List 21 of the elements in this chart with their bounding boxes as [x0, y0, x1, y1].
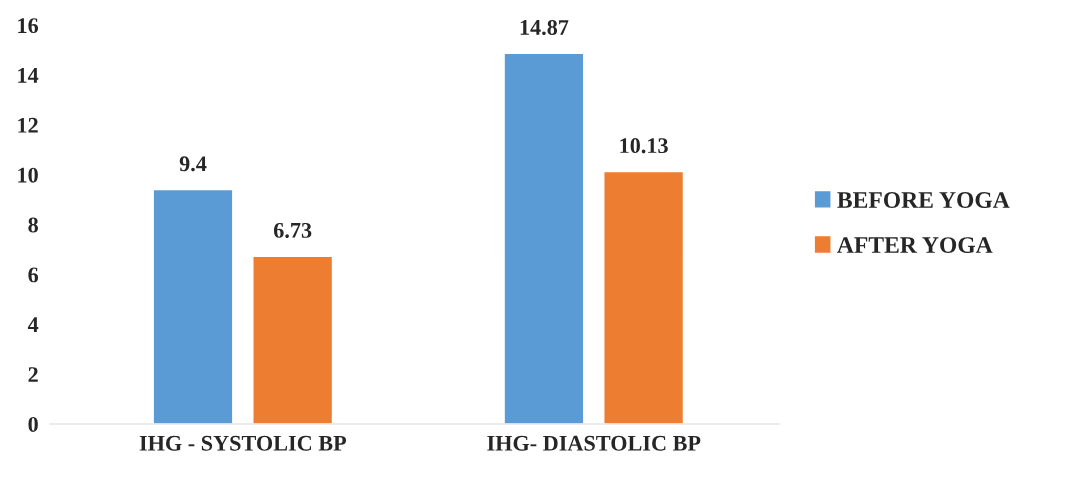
y-tick-label: 0	[28, 416, 38, 432]
y-tick-label: 10	[18, 167, 38, 183]
y-tick-label: 8	[28, 217, 38, 233]
legend-label: AFTER YOGA	[837, 237, 993, 253]
y-tick-label: 4	[27, 317, 39, 332]
bar	[603, 170, 685, 424]
data-label: 6.73	[273, 222, 312, 238]
y-tick-label: 12	[18, 117, 38, 133]
data-label: 14.87	[520, 19, 569, 36]
y-tick-label: 16	[18, 18, 39, 34]
y-tick-label: 2	[28, 367, 38, 382]
x-tick-label: IHG- DIASTOLIC BP	[487, 435, 701, 451]
bar	[252, 255, 334, 424]
legend-label: BEFORE YOGA	[837, 192, 1010, 208]
bar	[503, 52, 585, 424]
y-tick-label: 6	[28, 267, 39, 283]
y-tick-label: 14	[18, 68, 39, 83]
data-label: 9.4	[179, 156, 207, 172]
data-label: 10.13	[620, 138, 668, 154]
bar	[152, 188, 234, 424]
x-tick-label: IHG - SYSTOLIC BP	[139, 435, 347, 451]
